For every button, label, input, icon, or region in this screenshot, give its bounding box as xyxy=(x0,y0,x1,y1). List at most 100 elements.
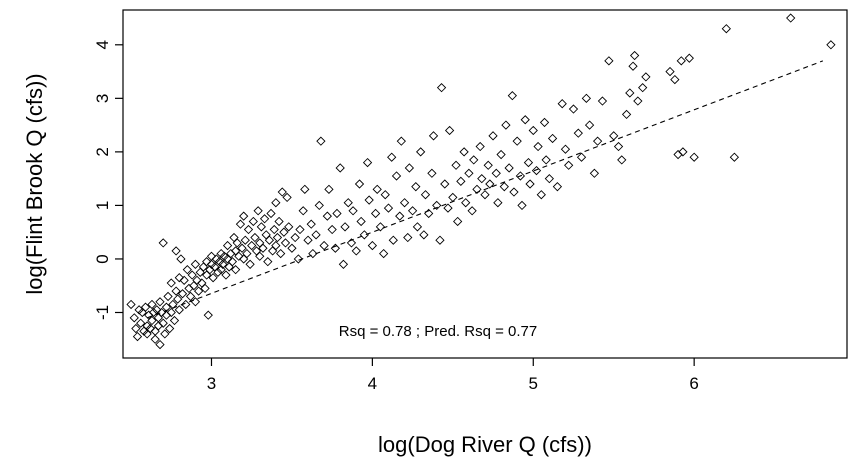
data-point xyxy=(129,313,139,323)
data-point xyxy=(475,141,485,152)
data-point xyxy=(370,208,381,219)
data-point xyxy=(440,179,450,189)
data-point xyxy=(404,163,415,173)
data-point xyxy=(259,214,270,224)
data-point xyxy=(242,248,252,259)
data-point xyxy=(621,109,632,120)
data-point xyxy=(461,198,471,208)
data-point xyxy=(453,216,463,227)
data-point xyxy=(412,222,423,232)
data-point xyxy=(488,131,498,141)
data-point xyxy=(568,104,579,114)
data-point xyxy=(641,72,651,82)
data-point xyxy=(584,120,595,130)
data-point xyxy=(266,208,276,219)
data-point xyxy=(670,74,680,85)
data-point xyxy=(179,275,189,286)
data-point xyxy=(171,246,181,256)
y-tick-label: 2 xyxy=(93,147,112,156)
y-tick-label: 0 xyxy=(93,254,112,263)
data-point xyxy=(182,265,192,275)
data-point xyxy=(243,224,254,235)
data-point xyxy=(221,270,231,280)
data-point xyxy=(581,93,591,103)
data-point xyxy=(523,157,534,168)
data-point xyxy=(517,200,527,211)
data-point xyxy=(375,222,386,232)
data-point xyxy=(190,297,201,307)
data-point xyxy=(493,198,503,208)
data-point xyxy=(269,224,279,235)
data-point xyxy=(617,155,627,165)
data-point xyxy=(165,323,175,334)
data-point xyxy=(387,152,397,162)
data-point xyxy=(436,82,447,93)
data-point xyxy=(200,283,210,294)
data-point xyxy=(197,278,207,288)
data-point xyxy=(613,141,624,152)
data-point xyxy=(208,273,218,283)
data-point xyxy=(253,206,263,216)
data-point xyxy=(185,291,196,302)
data-point xyxy=(539,117,550,128)
data-point xyxy=(459,147,469,157)
data-point xyxy=(319,240,329,251)
data-point xyxy=(472,184,482,194)
data-point xyxy=(380,190,390,200)
x-tick-label: 5 xyxy=(529,374,538,393)
data-point xyxy=(356,216,366,227)
data-point xyxy=(203,310,213,320)
data-point xyxy=(676,56,686,66)
data-point xyxy=(428,131,439,141)
data-point xyxy=(576,152,587,162)
data-point xyxy=(335,163,345,173)
data-point xyxy=(166,278,176,288)
data-point xyxy=(155,297,165,307)
data-point xyxy=(419,230,429,240)
data-point xyxy=(147,315,157,326)
data-point xyxy=(338,259,349,269)
data-point xyxy=(456,176,466,186)
data-point xyxy=(391,171,402,181)
data-point xyxy=(192,275,202,286)
data-point xyxy=(263,256,273,267)
data-point xyxy=(239,211,249,221)
data-point xyxy=(229,232,239,243)
data-point xyxy=(330,243,341,253)
data-point xyxy=(136,318,146,328)
data-point xyxy=(372,184,382,194)
data-point xyxy=(239,254,249,264)
data-point xyxy=(435,235,445,245)
data-point xyxy=(202,256,212,267)
data-point xyxy=(469,155,479,165)
data-point xyxy=(786,13,796,23)
data-point xyxy=(403,232,413,243)
data-point xyxy=(501,120,511,130)
data-point xyxy=(340,222,350,232)
data-point xyxy=(485,179,495,189)
data-point xyxy=(444,125,455,136)
data-point xyxy=(293,254,304,264)
data-point xyxy=(147,299,157,310)
data-point xyxy=(443,203,453,213)
data-point xyxy=(678,147,688,157)
data-point xyxy=(721,24,731,34)
data-point xyxy=(187,270,197,280)
data-point xyxy=(218,259,228,269)
data-point xyxy=(531,165,542,176)
data-point xyxy=(261,230,271,240)
data-point xyxy=(190,259,201,269)
x-tick-label: 4 xyxy=(368,374,377,393)
data-point xyxy=(282,192,292,203)
data-point xyxy=(140,302,151,312)
data-point xyxy=(491,168,501,178)
data-point xyxy=(132,331,143,342)
data-point xyxy=(290,232,300,243)
data-point xyxy=(264,235,275,245)
data-point xyxy=(158,318,168,328)
data-point xyxy=(314,200,324,211)
data-point xyxy=(287,243,297,253)
data-point xyxy=(533,141,543,152)
data-point xyxy=(250,232,260,243)
